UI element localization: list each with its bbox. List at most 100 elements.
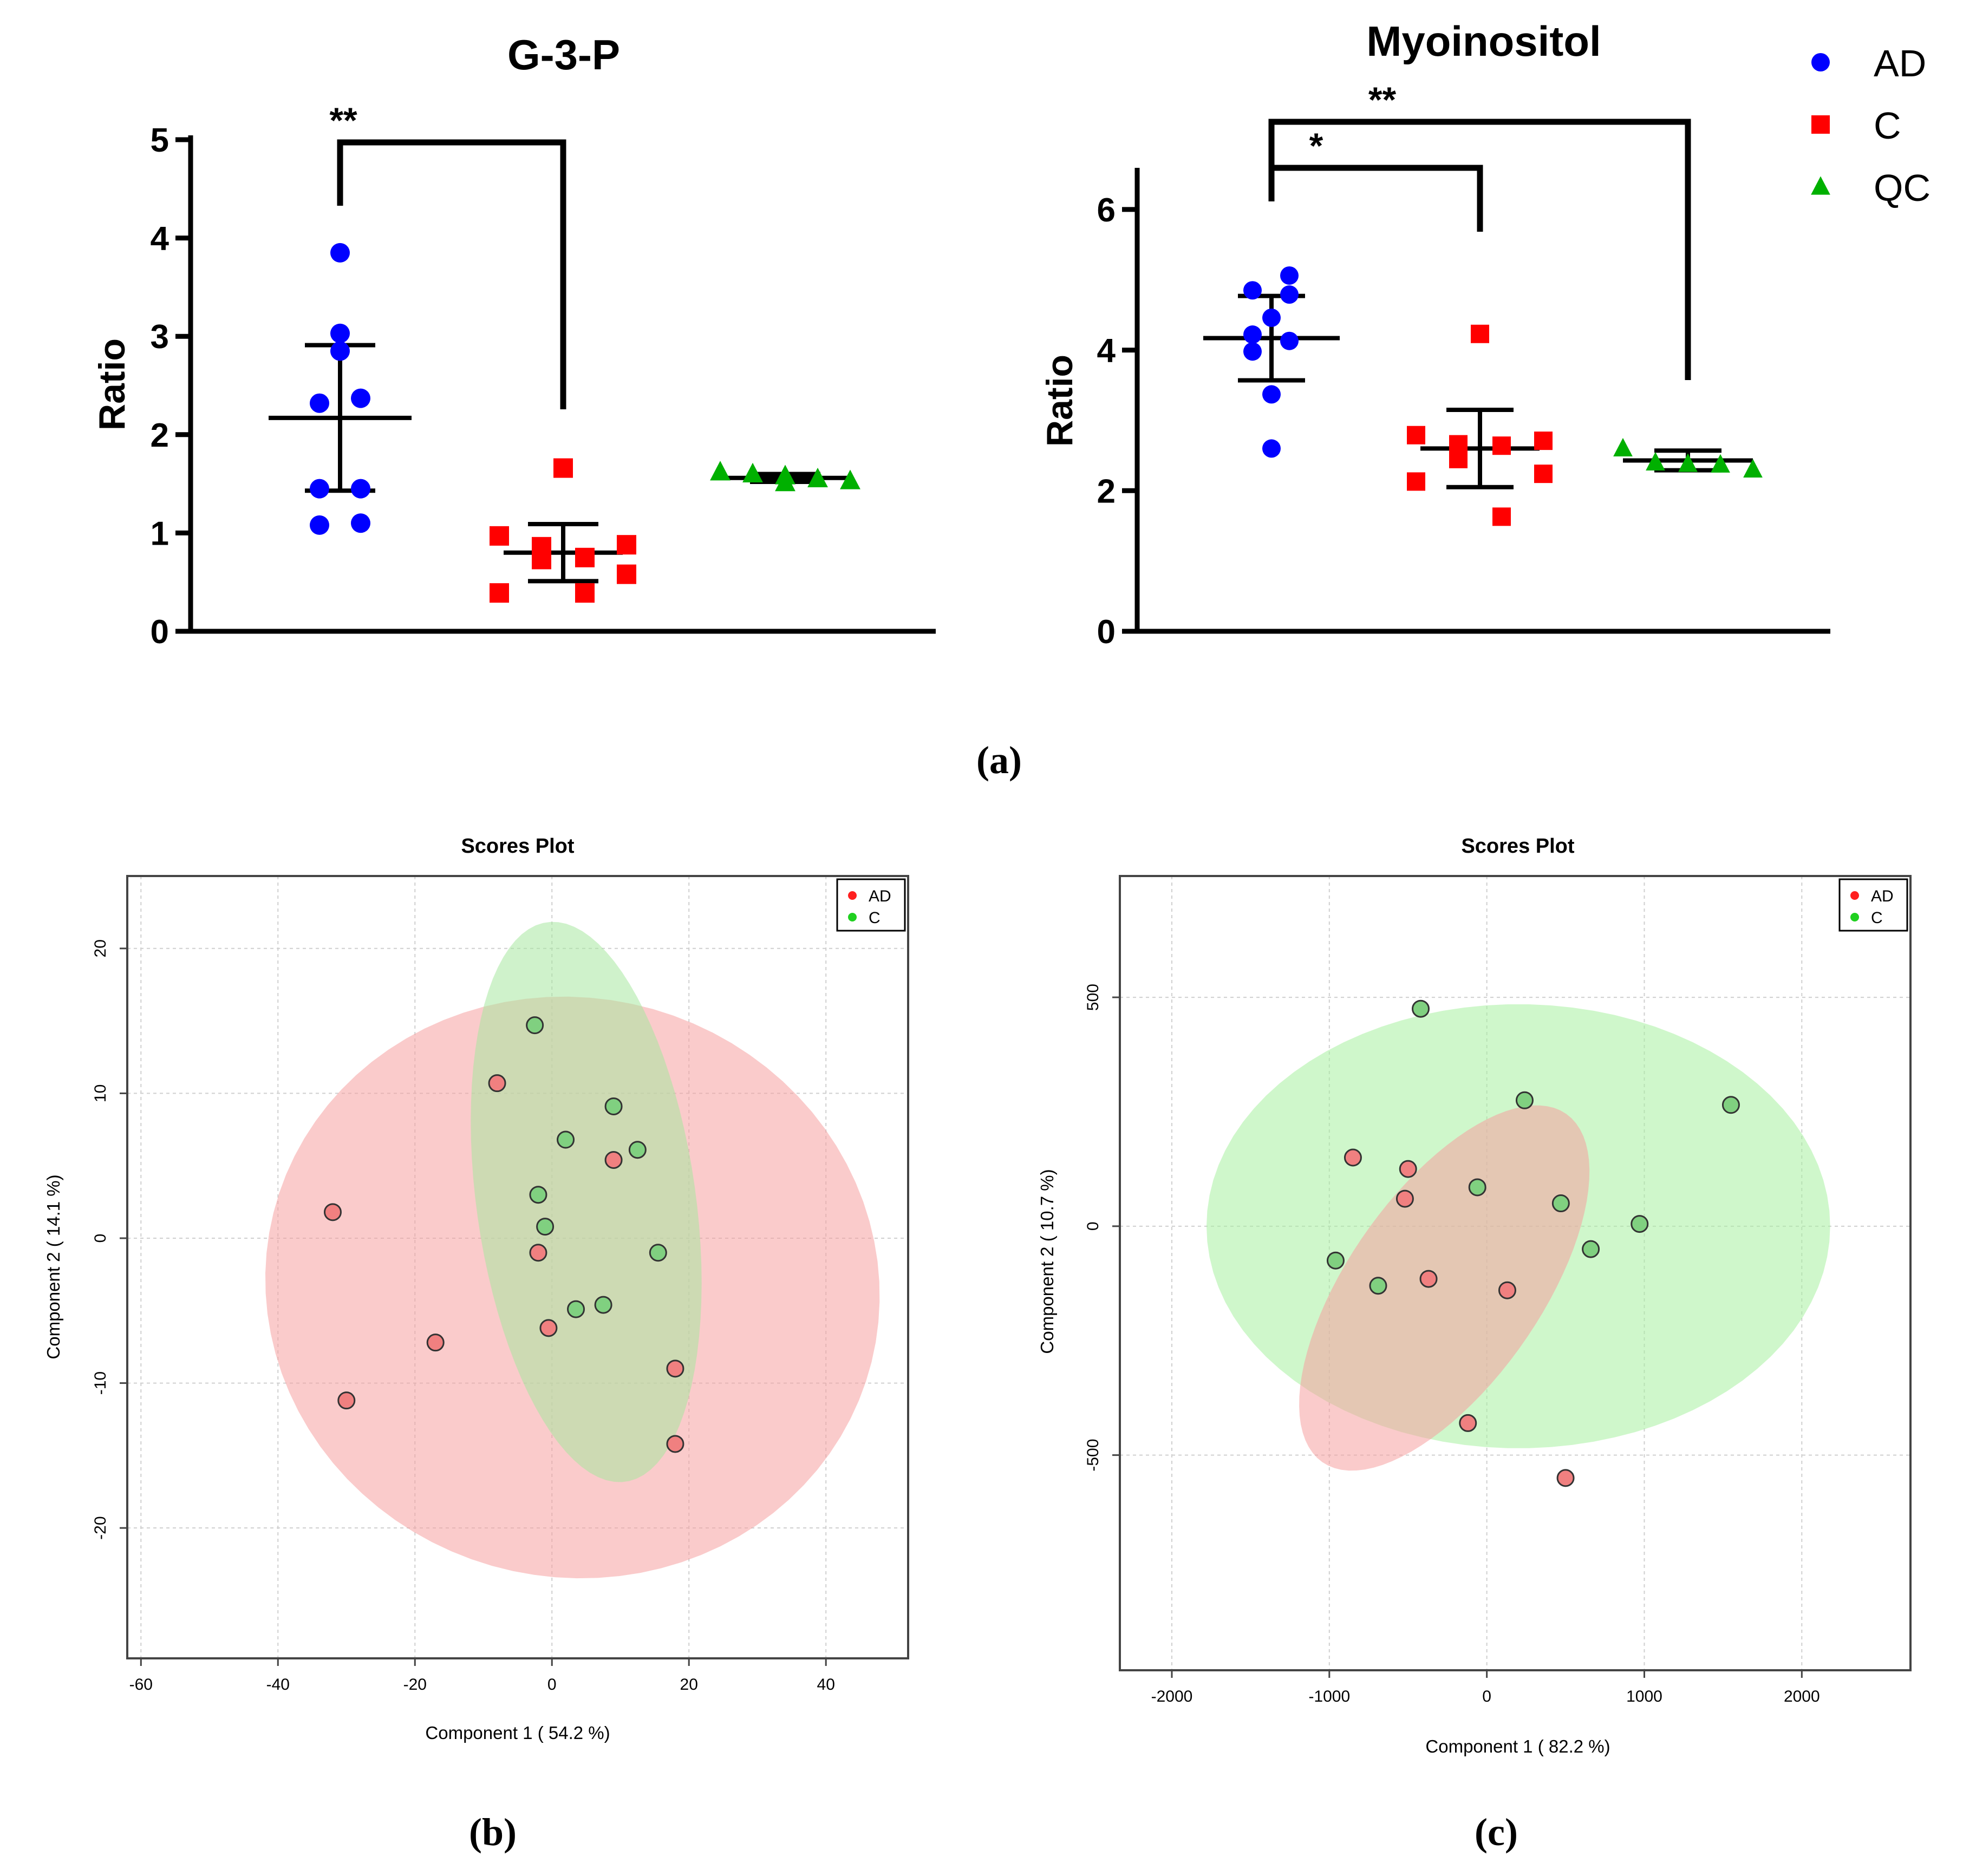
group-ad xyxy=(269,243,412,535)
x-axis-label: Component 1 ( 82.2 %) xyxy=(1425,1736,1610,1756)
y-tick-label: 0 xyxy=(1084,1221,1102,1231)
x-tick-label: 0 xyxy=(1482,1688,1491,1705)
data-point xyxy=(1492,436,1511,455)
group-ad xyxy=(1203,266,1340,458)
chart-title: G-3-P xyxy=(507,31,620,79)
point-c xyxy=(1515,1091,1534,1109)
y-tick-label: 6 xyxy=(1097,192,1116,229)
point-c xyxy=(1411,999,1430,1018)
data-point xyxy=(1407,426,1425,445)
plot-frame xyxy=(1119,875,1912,1671)
point-c xyxy=(1468,1178,1486,1197)
x-tick-label: 2000 xyxy=(1784,1688,1820,1705)
legend-marker xyxy=(848,913,857,921)
data-point xyxy=(1811,176,1830,195)
legend-marker xyxy=(848,891,857,900)
y-tick-label: 0 xyxy=(1097,613,1116,651)
significance-bracket xyxy=(1268,119,1691,380)
point-c xyxy=(536,1218,555,1236)
significance-label: ** xyxy=(329,100,357,140)
data-point xyxy=(1492,507,1511,526)
data-point xyxy=(1449,449,1468,468)
significance-brackets: *** xyxy=(1268,80,1691,380)
scores-plot-c: Scores Plot -2000 -1000 0 1000 2000 -500 0 500 A… xyxy=(1037,835,1912,1756)
y-tick-label: -500 xyxy=(1084,1439,1102,1472)
data-point xyxy=(742,462,763,482)
data-point xyxy=(1534,465,1553,483)
point-ad xyxy=(1344,1148,1362,1167)
data-groups xyxy=(1203,266,1763,526)
point-ad xyxy=(426,1334,445,1352)
data-point xyxy=(1407,472,1425,491)
data-groups xyxy=(269,243,860,603)
legend-marker xyxy=(1850,913,1859,921)
data-point xyxy=(351,479,370,499)
point-c xyxy=(529,1186,547,1204)
data-point xyxy=(617,564,636,584)
data-point xyxy=(1711,454,1730,473)
legend-box xyxy=(836,878,906,932)
data-point xyxy=(1613,437,1633,457)
significance-bracket xyxy=(1268,165,1483,232)
y-tick-label: 4 xyxy=(151,220,169,258)
x-tick-label: 1000 xyxy=(1626,1688,1662,1705)
panel-label-b: (b) xyxy=(469,1810,517,1854)
group-c xyxy=(490,458,636,603)
y-tick-label: 3 xyxy=(151,318,169,356)
data-point xyxy=(310,393,329,413)
panel-label-a: (a) xyxy=(976,738,1022,782)
data-point xyxy=(1280,331,1299,350)
y-tick-label: 1 xyxy=(151,515,169,552)
y-axis-label: Component 2 ( 14.1 %) xyxy=(43,1174,63,1359)
data-point xyxy=(1243,342,1262,361)
point-c xyxy=(557,1130,575,1149)
data-point xyxy=(1280,285,1299,304)
data-point xyxy=(617,535,636,555)
x-tick-label: 20 xyxy=(680,1676,698,1694)
y-axis-label: Ratio xyxy=(92,338,133,430)
legend-label: AD xyxy=(1871,887,1894,905)
data-point xyxy=(1811,115,1830,134)
x-tick-label: -2000 xyxy=(1151,1688,1193,1705)
data-point xyxy=(575,547,595,567)
y-tick-label: -10 xyxy=(92,1371,109,1395)
point-ad xyxy=(1399,1160,1417,1178)
point-ad xyxy=(604,1151,623,1169)
x-tick-label: -1000 xyxy=(1308,1688,1350,1705)
legend-label: AD xyxy=(869,887,891,905)
point-c xyxy=(1326,1251,1345,1270)
point-ad xyxy=(488,1074,506,1093)
data-point xyxy=(1743,459,1763,478)
data-point xyxy=(1811,53,1830,71)
significance-label: * xyxy=(1309,126,1323,166)
legend-label: C xyxy=(1874,104,1901,147)
chart-title: Scores Plot xyxy=(461,835,574,858)
significance-brackets: ** xyxy=(329,100,566,409)
y-tick-label: 4 xyxy=(1097,332,1116,370)
point-c xyxy=(628,1141,647,1159)
group-qc xyxy=(1613,437,1763,478)
chart-title: Scores Plot xyxy=(1461,835,1574,858)
data-point xyxy=(490,583,509,603)
point-ad xyxy=(323,1203,342,1221)
plot-area: -2000 -1000 0 1000 2000 -500 0 500 AD C xyxy=(1084,875,1912,1705)
point-c xyxy=(1631,1215,1649,1233)
g3p-chart: G-3-P Ratio ** 0 1 2 3 4 5 xyxy=(92,31,936,651)
data-point xyxy=(1262,439,1281,458)
x-axis-label: Component 1 ( 54.2 %) xyxy=(425,1723,610,1743)
ellipse-c xyxy=(471,921,702,1482)
significance-label: ** xyxy=(1368,80,1397,120)
chart-title: Myoinositol xyxy=(1366,17,1601,65)
y-tick-label: 20 xyxy=(92,939,109,957)
data-point xyxy=(840,469,860,489)
legend-label: C xyxy=(869,909,881,927)
data-point xyxy=(1243,325,1262,344)
data-point xyxy=(575,583,595,603)
y-tick-label: -20 xyxy=(92,1516,109,1539)
point-c xyxy=(1721,1096,1740,1114)
point-c xyxy=(1582,1240,1600,1258)
group-qc xyxy=(710,461,860,492)
legend-marker xyxy=(1850,891,1859,900)
point-ad xyxy=(529,1244,547,1262)
